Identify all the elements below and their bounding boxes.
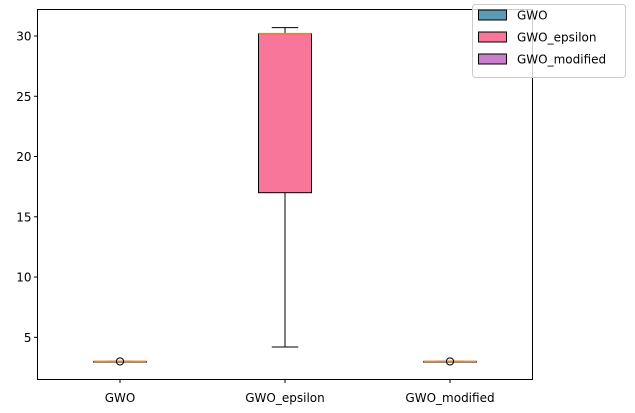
box-GWO bbox=[93, 357, 147, 366]
y-tick-label: 20 bbox=[16, 150, 31, 164]
iqr-box bbox=[258, 33, 312, 194]
legend-label: GWO_epsilon bbox=[517, 31, 596, 45]
outlier-point bbox=[115, 357, 125, 366]
box-GWO_epsilon bbox=[258, 27, 312, 348]
legend: GWO GWO_epsilon GWO_modified bbox=[472, 4, 626, 78]
plot-area bbox=[93, 27, 477, 366]
y-tick-label: 10 bbox=[16, 271, 31, 285]
y-tick-label: 5 bbox=[24, 331, 32, 345]
legend-frame bbox=[472, 4, 626, 78]
legend-swatch bbox=[478, 53, 507, 65]
x-tick-label: GWO bbox=[105, 391, 136, 405]
legend-swatch bbox=[478, 31, 507, 43]
outlier-point bbox=[445, 357, 455, 366]
legend-swatch bbox=[478, 9, 507, 21]
y-axis: 5 10 15 20 25 30 bbox=[16, 30, 38, 345]
y-tick-label: 15 bbox=[16, 210, 31, 224]
y-tick-label: 30 bbox=[16, 30, 31, 44]
x-tick-label: GWO_modified bbox=[405, 391, 494, 405]
legend-label: GWO bbox=[517, 9, 548, 23]
x-tick-label: GWO_epsilon bbox=[245, 391, 324, 405]
legend-label: GWO_modified bbox=[517, 53, 606, 67]
y-tick-label: 25 bbox=[16, 90, 31, 104]
x-axis: GWO GWO_epsilon GWO_modified bbox=[105, 379, 495, 405]
box-GWO_modified bbox=[423, 357, 477, 366]
